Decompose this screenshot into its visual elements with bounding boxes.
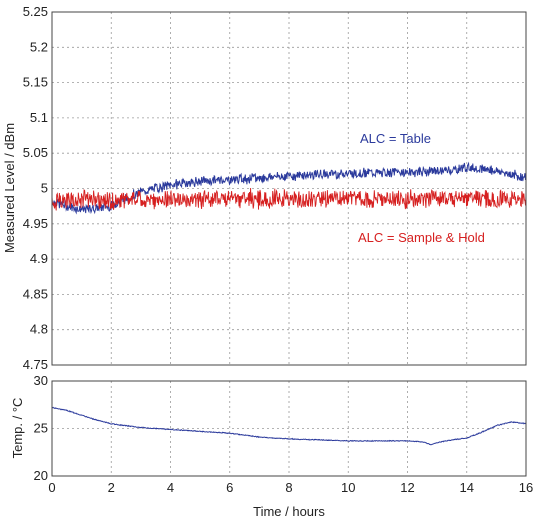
y-tick-label: 4.75 (23, 357, 48, 372)
y-tick-label: 5.15 (23, 75, 48, 90)
y-tick-label: 20 (34, 468, 48, 483)
x-tick-label: 10 (341, 480, 355, 495)
x-tick-label: 4 (167, 480, 174, 495)
y-tick-label: 5.25 (23, 4, 48, 19)
x-axis-label: Time / hours (253, 504, 325, 519)
y-tick-label: 4.8 (30, 322, 48, 337)
y-tick-label: 30 (34, 373, 48, 388)
x-tick-label: 8 (285, 480, 292, 495)
top-panel-series (51, 161, 527, 215)
bottom-panel-grid (52, 381, 526, 476)
top-panel-grid (52, 12, 526, 365)
y-tick-label: 4.9 (30, 251, 48, 266)
y-tick-label: 4.95 (23, 216, 48, 231)
y-tick-label: 5.1 (30, 110, 48, 125)
annotation-alc-table: ALC = Table (360, 131, 431, 146)
top-panel-frame (51, 11, 527, 366)
bottom-panel-y-ticks: 20 25 30 (34, 373, 48, 483)
x-tick-label: 14 (460, 480, 474, 495)
y-tick-label: 4.85 (23, 286, 48, 301)
bottom-panel-series (52, 406, 527, 446)
bottom-y-axis-label: Temp. / °C (10, 398, 25, 459)
x-tick-label: 12 (400, 480, 414, 495)
top-panel-y-ticks: 4.75 4.8 4.85 4.9 4.95 5 5.05 5.1 5.15 5.2 5.25 (23, 4, 48, 372)
series-line-temperature (52, 406, 527, 446)
y-tick-label: 5.2 (30, 39, 48, 54)
x-tick-label: 0 (48, 480, 55, 495)
x-tick-label: 6 (226, 480, 233, 495)
bottom-panel-frame (51, 380, 527, 477)
x-tick-label: 2 (108, 480, 115, 495)
bottom-panel-x-ticks: 0 2 4 6 8 10 12 14 16 (48, 480, 533, 495)
y-tick-label: 5 (41, 181, 48, 196)
annotation-alc-sample-hold: ALC = Sample & Hold (358, 230, 485, 245)
y-tick-label: 5.05 (23, 145, 48, 160)
series-line-alc-sample-hold (51, 187, 527, 211)
top-y-axis-label: Measured Level / dBm (2, 123, 17, 253)
y-tick-label: 25 (34, 421, 48, 436)
x-tick-label: 16 (519, 480, 533, 495)
